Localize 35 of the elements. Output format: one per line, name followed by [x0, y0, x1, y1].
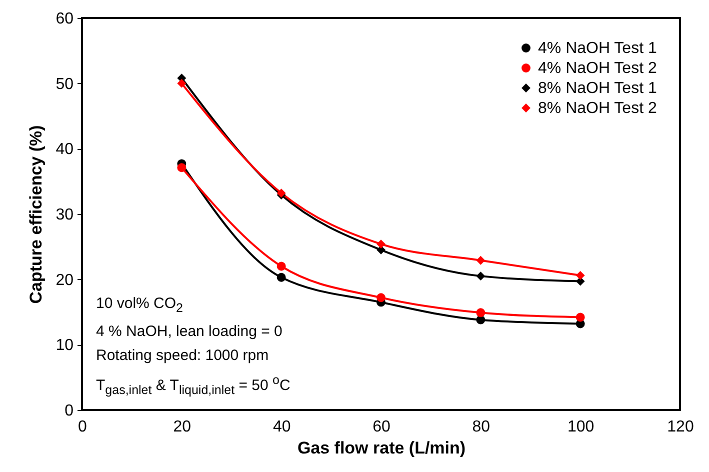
- legend-label: 4% NaOH Test 1: [538, 40, 657, 57]
- legend-label: 8% NaOH Test 2: [538, 100, 657, 117]
- y-tick-label: 50: [56, 76, 74, 93]
- x-tick-label: 20: [173, 418, 192, 436]
- point: [376, 293, 386, 302]
- y-axis-title: Capture efficiency (%): [26, 125, 46, 304]
- x-tick-label: 100: [567, 418, 594, 436]
- point: [476, 272, 486, 281]
- x-tick-label: 40: [272, 418, 291, 436]
- point: [177, 78, 186, 88]
- x-tick-label: 120: [667, 418, 694, 436]
- text: 4 % NaOH, lean loading = 0: [96, 323, 282, 340]
- y-tick-label: 60: [56, 10, 74, 28]
- y-tick-label: 40: [56, 141, 74, 158]
- point: [177, 163, 186, 172]
- y-tick-label: 10: [56, 337, 74, 354]
- text: Rotating speed: 1000 rpm: [96, 347, 269, 364]
- point: [276, 272, 286, 282]
- x-tick-label: 60: [372, 418, 390, 436]
- point: [276, 262, 286, 271]
- y-tick-label: 30: [56, 206, 74, 224]
- x-axis-title: Gas flow rate (L/min): [297, 438, 466, 458]
- point: [476, 256, 486, 265]
- legend-label: 4% NaOH Test 2: [538, 60, 657, 77]
- y-tick-label: 0: [64, 402, 74, 420]
- point: [376, 240, 386, 249]
- x-tick-label: 80: [472, 418, 490, 436]
- point: [476, 308, 486, 318]
- y-tick-label: 20: [56, 272, 74, 289]
- legend-label: 8% NaOH Test 1: [538, 80, 657, 97]
- text: T$_{gas,inlet}$ & T$_{liquid,inlet}$ = 50 $^{o}$C: [96, 373, 290, 397]
- x-tick-label: 0: [78, 418, 88, 436]
- point: [576, 270, 585, 280]
- point: [576, 312, 585, 322]
- text: 10 vol% CO$_{2}$: [96, 295, 183, 315]
